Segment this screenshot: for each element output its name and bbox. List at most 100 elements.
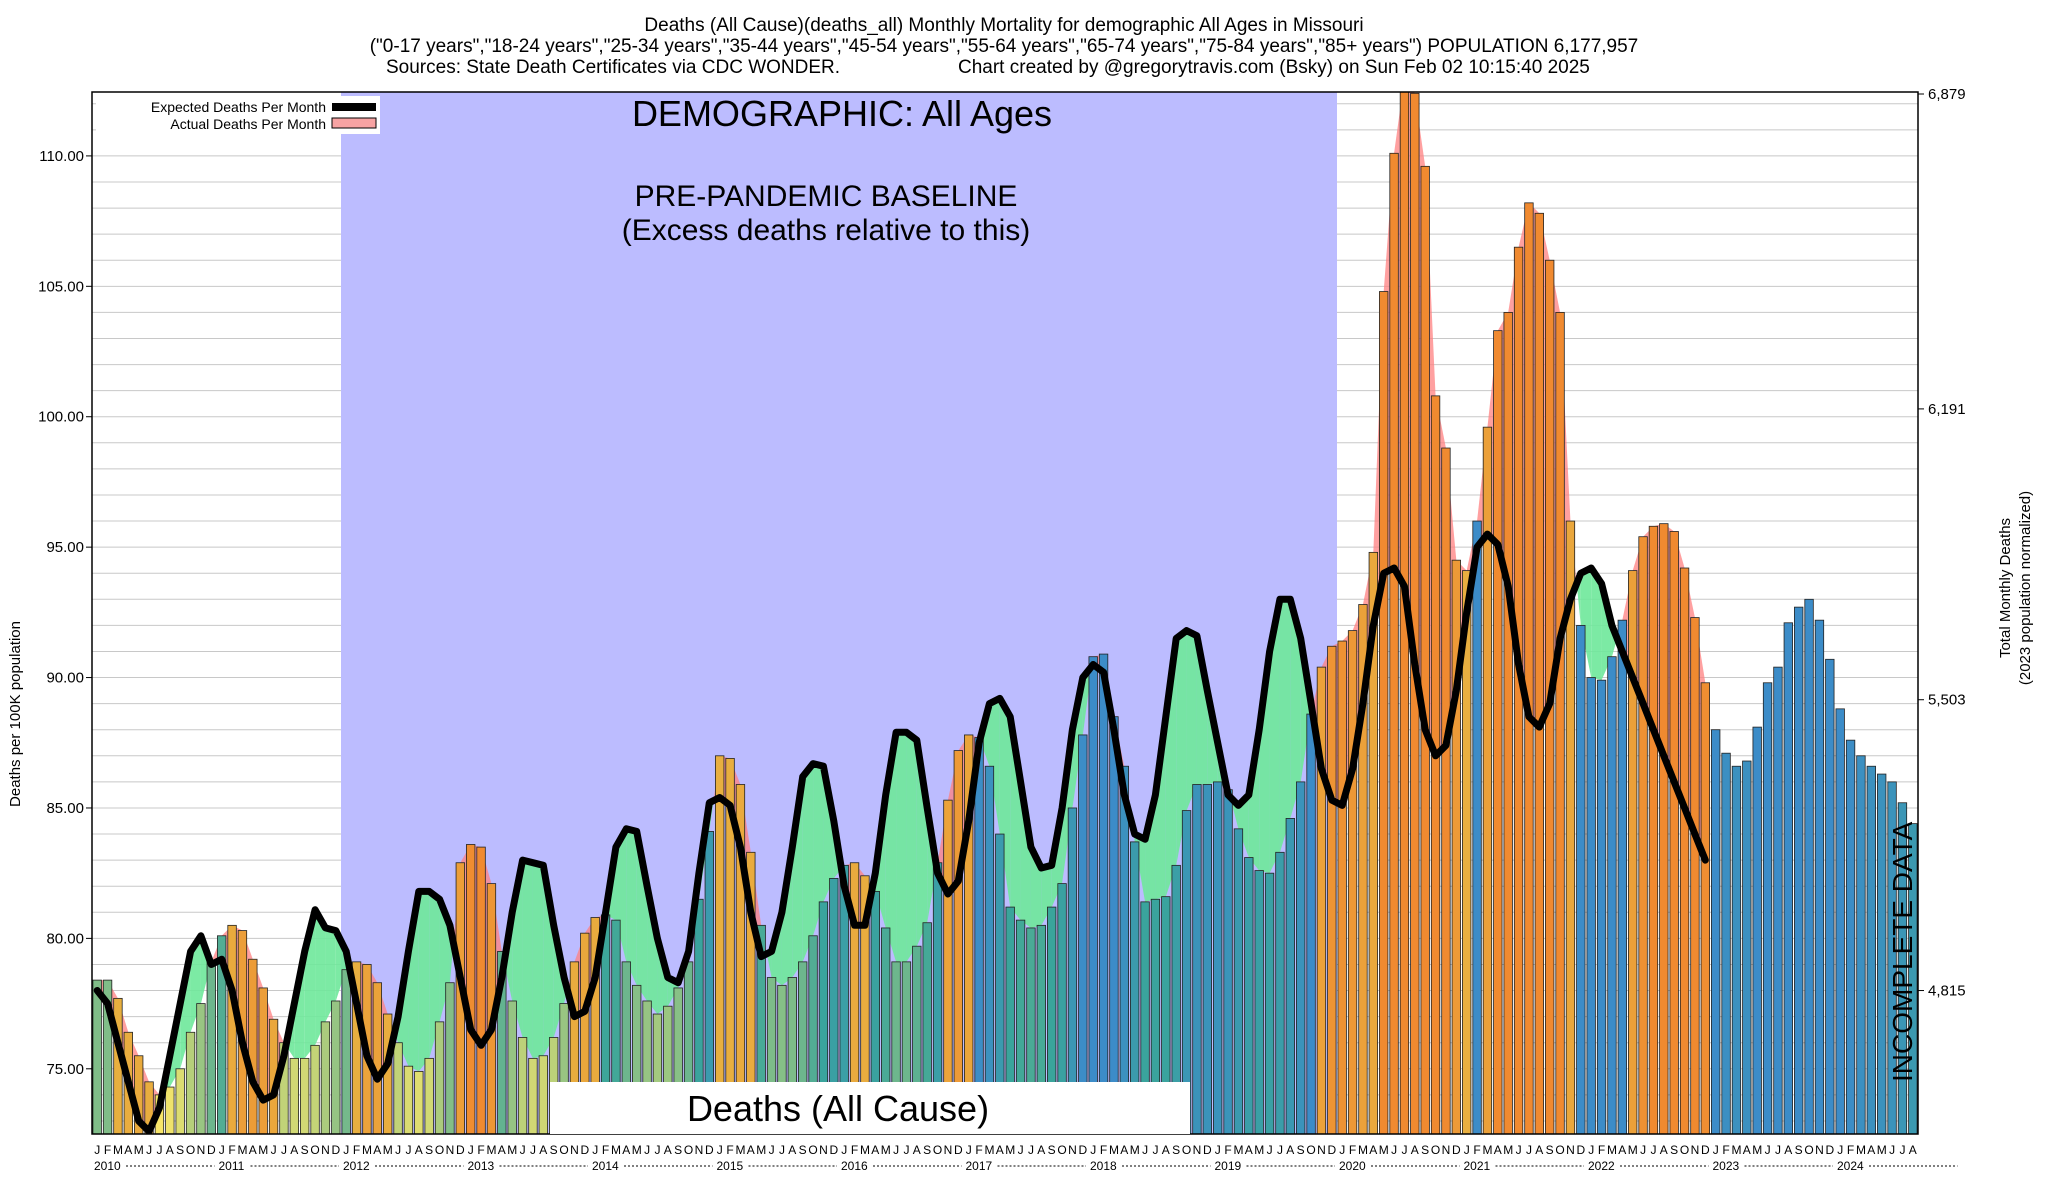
chart-title: Deaths (All Cause)(deaths_all) Monthly M… <box>644 15 1363 36</box>
bar-117 <box>1306 713 1316 1135</box>
legend-expected-label: Expected Deaths Per Month <box>151 99 326 115</box>
year-label: 2014 <box>592 1159 619 1173</box>
year-label: 2017 <box>966 1159 993 1173</box>
month-tick-label: J <box>1391 1143 1397 1157</box>
legend-expected-swatch <box>332 103 376 111</box>
baseline-sublabel: (Excess deaths relative to this) <box>622 214 1031 247</box>
bar-146 <box>1607 656 1617 1135</box>
deficit-area <box>325 927 336 1022</box>
month-tick-label: M <box>735 1143 745 1157</box>
month-tick-label: S <box>176 1143 184 1157</box>
month-tick-label: A <box>290 1143 298 1157</box>
month-tick-label: F <box>975 1143 982 1157</box>
month-tick-label: S <box>1297 1143 1305 1157</box>
bar-160 <box>1752 726 1762 1135</box>
year-label: 2019 <box>1215 1159 1242 1173</box>
month-tick-label: A <box>1618 1143 1626 1157</box>
month-tick-label: J <box>468 1143 474 1157</box>
bar-172 <box>1877 773 1887 1135</box>
month-tick-label: A <box>124 1143 132 1157</box>
deficit-area <box>1591 568 1602 681</box>
month-tick-label: S <box>1670 1143 1678 1157</box>
deficit-area <box>532 862 544 1059</box>
baseline-label: PRE-PANDEMIC BASELINE <box>635 180 1018 213</box>
month-tick-label: M <box>860 1143 870 1157</box>
month-tick-label: M <box>237 1143 247 1157</box>
month-tick-label: J <box>1650 1143 1656 1157</box>
month-tick-label: J <box>94 1143 100 1157</box>
legend-actual-label: Actual Deaths Per Month <box>170 116 326 132</box>
month-tick-label: F <box>1100 1143 1107 1157</box>
month-tick-label: M <box>1109 1143 1119 1157</box>
month-tick-label: A <box>1411 1143 1419 1157</box>
month-tick-label: A <box>539 1143 547 1157</box>
left-tick-label: 95.00 <box>46 539 84 556</box>
month-tick-label: J <box>1277 1143 1283 1157</box>
month-tick-label: M <box>1233 1143 1243 1157</box>
month-tick-label: A <box>1660 1143 1668 1157</box>
expected-line-group <box>93 530 1709 1134</box>
month-tick-label: M <box>1005 1143 1015 1157</box>
month-tick-label: M <box>1752 1143 1762 1157</box>
deficit-area <box>792 776 803 978</box>
bar-29 <box>393 1042 403 1135</box>
month-tick-label: M <box>1358 1143 1368 1157</box>
month-tick-label: D <box>1701 1143 1710 1157</box>
chart-subtitle: ("0-17 years","18-24 years","25-34 years… <box>370 36 1639 57</box>
deficit-area <box>1186 630 1197 811</box>
deficit-area <box>823 766 834 902</box>
month-tick-label: A <box>1535 1143 1543 1157</box>
month-tick-label: A <box>1784 1143 1792 1157</box>
month-tick-label: J <box>717 1143 723 1157</box>
deficit-area <box>1580 568 1592 678</box>
month-tick-label: J <box>1401 1143 1407 1157</box>
bar-85 <box>974 737 984 1135</box>
month-tick-label: J <box>893 1143 899 1157</box>
month-tick-label: M <box>113 1143 123 1157</box>
month-tick-label: F <box>104 1143 111 1157</box>
month-tick-label: J <box>395 1143 401 1157</box>
left-tick-label: 85.00 <box>46 800 84 817</box>
month-tick-label: M <box>362 1143 372 1157</box>
month-tick-label: J <box>654 1143 660 1157</box>
month-tick-label: D <box>456 1143 465 1157</box>
month-tick-label: D <box>705 1143 714 1157</box>
bar-15 <box>248 958 258 1135</box>
bar-168 <box>1835 708 1845 1135</box>
month-tick-label: S <box>425 1143 433 1157</box>
bar-141 <box>1555 311 1565 1135</box>
month-tick-label: J <box>405 1143 411 1157</box>
bar-129 <box>1430 395 1441 1135</box>
month-tick-label: D <box>580 1143 589 1157</box>
month-tick-label: A <box>871 1143 879 1157</box>
month-tick-label: M <box>134 1143 144 1157</box>
month-tick-label: A <box>249 1143 257 1157</box>
month-tick-label: J <box>1588 1143 1594 1157</box>
bar-167 <box>1825 658 1835 1135</box>
deficit-area <box>1072 677 1083 808</box>
month-tick-label: A <box>1162 1143 1170 1157</box>
year-label: 2010 <box>94 1159 121 1173</box>
month-tick-label: F <box>228 1143 235 1157</box>
month-tick-label: N <box>570 1143 579 1157</box>
month-tick-label: N <box>819 1143 828 1157</box>
month-tick-label: S <box>1421 1143 1429 1157</box>
bar-128 <box>1420 165 1430 1135</box>
month-tick-label: A <box>166 1143 174 1157</box>
left-tick-label: 80.00 <box>46 930 84 947</box>
month-tick-label: D <box>829 1143 838 1157</box>
bar-147 <box>1617 619 1627 1135</box>
month-tick-label: J <box>1889 1143 1895 1157</box>
month-tick-label: M <box>632 1143 642 1157</box>
year-label: 2013 <box>468 1159 495 1173</box>
month-tick-label: M <box>486 1143 496 1157</box>
bar-165 <box>1804 598 1814 1135</box>
bar-125 <box>1389 152 1399 1135</box>
y-axis-label-right: Total Monthly Deaths <box>1997 518 2014 658</box>
month-tick-label: F <box>1722 1143 1729 1157</box>
deficit-area <box>766 951 772 978</box>
month-tick-label: D <box>1078 1143 1087 1157</box>
year-label: 2015 <box>717 1159 744 1173</box>
deficit-area <box>1269 599 1280 874</box>
bar-16 <box>258 987 268 1135</box>
